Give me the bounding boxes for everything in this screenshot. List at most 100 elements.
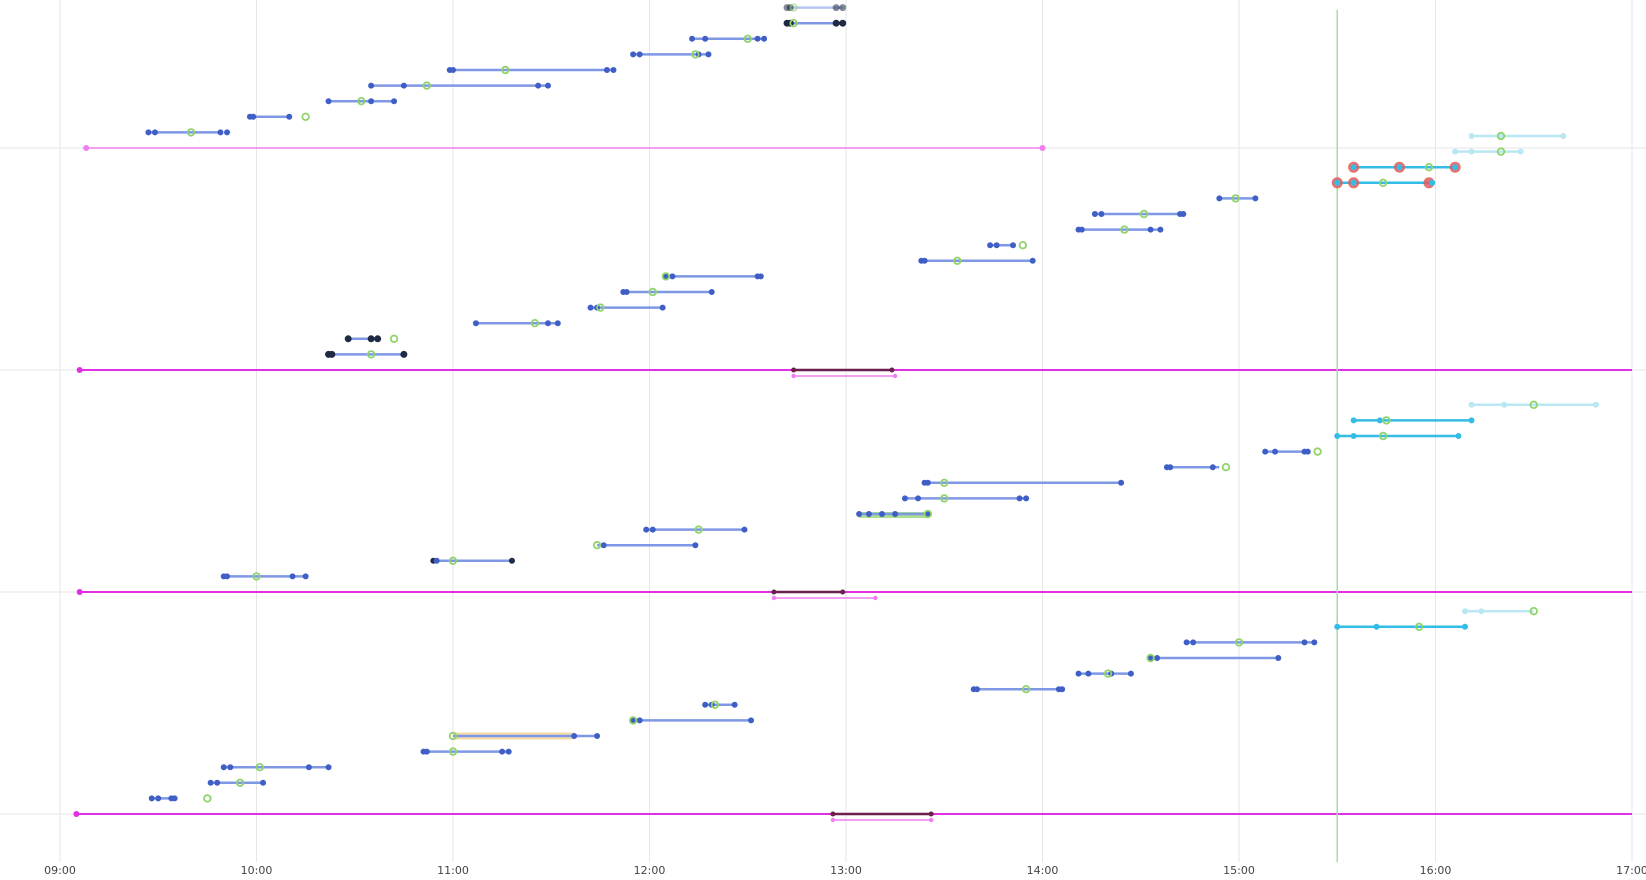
task-point bbox=[1216, 195, 1223, 202]
center-span-point bbox=[771, 589, 777, 595]
task-point bbox=[924, 511, 931, 517]
task-point bbox=[892, 511, 899, 517]
task-point bbox=[1301, 639, 1308, 646]
task-milestone-marker bbox=[1120, 225, 1129, 234]
task-point bbox=[610, 67, 617, 73]
task-point bbox=[1272, 448, 1279, 455]
task-point bbox=[472, 320, 479, 327]
task-milestone-marker bbox=[1231, 194, 1240, 203]
task-milestone-marker bbox=[235, 778, 245, 787]
task-point bbox=[630, 51, 637, 58]
task-point bbox=[839, 19, 847, 27]
lane-baseline-start-point bbox=[73, 811, 80, 817]
task-point bbox=[636, 717, 643, 724]
task-point bbox=[1154, 655, 1161, 661]
task-point bbox=[915, 495, 922, 502]
task-point bbox=[754, 35, 761, 42]
center-span-sub-point bbox=[791, 373, 796, 379]
task-point bbox=[1098, 211, 1105, 217]
task-point bbox=[1252, 195, 1259, 202]
task-point bbox=[1010, 242, 1017, 249]
task-point bbox=[499, 748, 506, 755]
task-milestone-marker bbox=[1018, 240, 1028, 250]
task-milestone-marker bbox=[448, 731, 458, 741]
center-span-sub-point bbox=[771, 595, 777, 601]
task-point bbox=[400, 82, 407, 89]
task-point bbox=[1029, 257, 1036, 264]
task-point bbox=[325, 764, 332, 771]
task-point bbox=[217, 129, 224, 136]
task-point bbox=[1376, 417, 1383, 424]
task-point bbox=[1468, 401, 1475, 408]
task-point bbox=[702, 701, 709, 708]
x-tick-label: 11:00 bbox=[437, 864, 469, 876]
task-milestone-marker bbox=[661, 272, 671, 281]
task-point bbox=[367, 335, 375, 343]
x-tick-label: 09:00 bbox=[44, 864, 76, 876]
x-tick-label: 10:00 bbox=[241, 864, 273, 876]
task-point bbox=[708, 289, 715, 295]
task-milestone-marker bbox=[596, 303, 605, 312]
task-point bbox=[832, 4, 840, 12]
task-milestone-marker bbox=[1146, 653, 1155, 663]
task-point bbox=[921, 257, 928, 264]
task-point bbox=[171, 795, 178, 802]
task-point bbox=[879, 511, 886, 517]
center-span-sub-point bbox=[892, 373, 898, 379]
task-milestone-marker bbox=[1414, 622, 1424, 631]
task-point bbox=[1016, 495, 1023, 502]
x-axis: 09:00 10:00 11:00 12:00 13:00 14:00 15:00 16:00… bbox=[44, 864, 1646, 877]
task-point bbox=[423, 748, 430, 755]
task-point bbox=[286, 113, 293, 120]
task-point bbox=[508, 557, 515, 564]
task-milestone-marker bbox=[691, 50, 700, 59]
task-point bbox=[224, 573, 231, 580]
task-point bbox=[594, 733, 601, 739]
task-point bbox=[649, 526, 656, 533]
task-point bbox=[1560, 133, 1567, 139]
task-point bbox=[924, 479, 931, 486]
task-point bbox=[1262, 448, 1269, 455]
task-point bbox=[839, 4, 847, 12]
task-point bbox=[1209, 464, 1216, 471]
task-milestone-marker bbox=[530, 319, 540, 328]
task-point bbox=[1429, 179, 1436, 186]
task-point bbox=[1592, 401, 1599, 408]
task-point bbox=[1311, 639, 1318, 646]
task-point bbox=[1468, 148, 1475, 155]
task-point bbox=[148, 795, 155, 802]
task-point bbox=[1127, 670, 1134, 677]
task-point bbox=[623, 289, 630, 295]
task-milestone-marker bbox=[1496, 131, 1506, 141]
task-point bbox=[1167, 464, 1174, 471]
task-point bbox=[151, 129, 158, 136]
task-milestone-marker bbox=[1021, 685, 1031, 694]
task-point bbox=[1075, 670, 1082, 677]
task-point bbox=[544, 82, 551, 89]
task-milestone-marker bbox=[923, 509, 933, 519]
task-milestone-marker bbox=[1378, 431, 1388, 441]
task-bars bbox=[145, 3, 1599, 803]
task-point bbox=[1461, 608, 1468, 615]
task-point bbox=[302, 573, 309, 580]
task-point bbox=[1455, 433, 1462, 439]
task-milestone-marker bbox=[1313, 447, 1322, 456]
lane-baseline-start-point bbox=[76, 367, 83, 373]
task-milestone-marker bbox=[1234, 638, 1244, 647]
task-milestone-marker bbox=[501, 65, 510, 75]
task-point bbox=[368, 82, 375, 89]
task-point bbox=[1180, 211, 1187, 217]
x-tick-label: 12:00 bbox=[634, 864, 666, 876]
center-span-sub-point bbox=[928, 817, 934, 823]
task-point bbox=[220, 764, 227, 771]
task-milestone-marker bbox=[1221, 463, 1231, 472]
lane-baseline-start-point bbox=[76, 589, 83, 595]
task-point bbox=[1396, 164, 1403, 171]
task-point bbox=[630, 717, 637, 724]
task-point bbox=[505, 748, 512, 755]
task-milestone-marker bbox=[366, 350, 376, 359]
task-point bbox=[761, 35, 768, 42]
task-point bbox=[227, 764, 234, 771]
task-point bbox=[1118, 479, 1125, 486]
lane-baseline-start-point bbox=[83, 145, 90, 151]
